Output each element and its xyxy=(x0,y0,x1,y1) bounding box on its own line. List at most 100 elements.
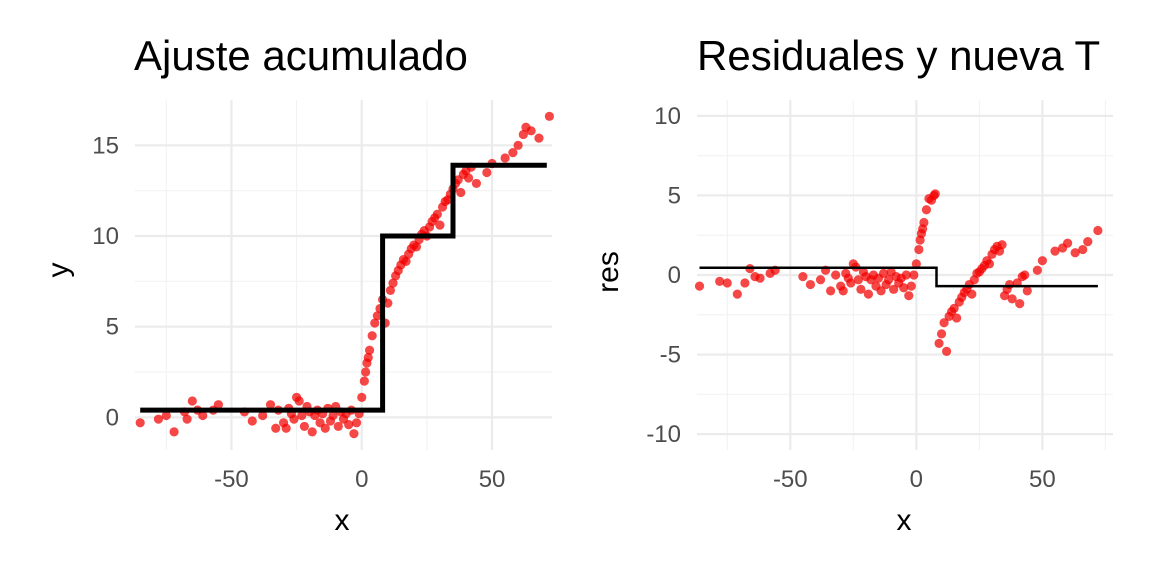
data-point xyxy=(289,414,299,424)
data-point xyxy=(361,367,371,377)
data-point xyxy=(906,281,916,291)
data-point xyxy=(153,414,164,424)
x-tick-label: 50 xyxy=(1029,466,1056,493)
data-point xyxy=(294,396,304,406)
data-point xyxy=(161,410,171,421)
data-point xyxy=(911,259,921,269)
step-line xyxy=(140,162,547,413)
data-point xyxy=(1015,299,1025,309)
data-point xyxy=(1005,279,1015,290)
data-point xyxy=(1083,236,1093,247)
data-point xyxy=(967,289,977,299)
chart-title: Residuales y nueva T xyxy=(697,32,1100,79)
x-tick-labels: -50 0 50 xyxy=(773,466,1056,493)
data-point xyxy=(952,313,962,323)
data-point xyxy=(942,346,952,356)
data-point xyxy=(464,173,474,183)
data-point xyxy=(914,244,924,255)
data-point xyxy=(370,318,380,328)
x-tick-label: -50 xyxy=(773,466,808,493)
x-tick-label: 0 xyxy=(910,466,923,493)
data-point xyxy=(411,242,422,252)
data-point xyxy=(363,352,373,363)
data-point xyxy=(1020,270,1030,280)
data-point xyxy=(367,331,377,341)
x-tick-label: 50 xyxy=(479,466,506,493)
y-tick-label: 5 xyxy=(668,182,681,209)
data-point xyxy=(500,153,510,163)
data-point xyxy=(934,338,944,349)
data-point xyxy=(299,421,310,432)
data-point xyxy=(921,205,932,215)
data-point xyxy=(901,270,911,280)
data-point xyxy=(198,410,208,421)
y-tick-labels: 0 5 10 15 xyxy=(92,132,119,431)
data-point xyxy=(1032,265,1042,275)
data-point xyxy=(909,270,919,280)
x-tick-labels: -50 0 50 xyxy=(214,466,505,493)
y-tick-labels: -10 -5 0 5 10 xyxy=(646,103,681,448)
data-point xyxy=(1007,294,1017,304)
data-point xyxy=(359,376,369,386)
grid xyxy=(697,100,1113,450)
grid xyxy=(135,100,552,450)
data-point xyxy=(401,256,411,266)
data-point xyxy=(1063,238,1073,248)
data-point xyxy=(482,167,492,178)
data-point xyxy=(258,410,268,421)
data-point xyxy=(878,268,889,279)
data-point xyxy=(518,129,528,140)
data-point xyxy=(805,279,816,290)
y-tick-label: -5 xyxy=(660,342,681,369)
data-point xyxy=(349,429,359,439)
data-point xyxy=(385,285,396,296)
data-point xyxy=(435,220,445,230)
y-tick-label: 10 xyxy=(92,223,119,250)
data-point xyxy=(715,276,725,286)
data-point xyxy=(826,286,836,296)
data-point xyxy=(456,187,466,198)
data-point xyxy=(364,345,375,355)
data-point xyxy=(1078,244,1088,255)
data-point xyxy=(694,281,705,291)
y-axis-label: y xyxy=(42,263,75,278)
data-point xyxy=(939,318,949,328)
data-point xyxy=(815,275,826,285)
data-point xyxy=(838,286,848,296)
data-point xyxy=(388,278,398,288)
y-tick-label: 0 xyxy=(668,262,681,289)
data-point xyxy=(187,396,197,406)
data-point xyxy=(271,423,281,433)
data-point xyxy=(383,298,393,308)
data-point xyxy=(534,133,544,143)
data-point xyxy=(846,278,856,288)
data-point xyxy=(328,410,338,421)
data-point xyxy=(307,427,317,437)
data-point xyxy=(1022,286,1032,296)
data-point xyxy=(831,270,841,280)
x-axis-label: x xyxy=(335,504,350,537)
data-point xyxy=(856,284,866,294)
data-point xyxy=(247,416,257,426)
y-tick-label: 10 xyxy=(654,103,681,130)
data-point xyxy=(135,418,145,428)
y-tick-label: 0 xyxy=(106,404,119,431)
data-point xyxy=(1070,248,1080,258)
threshold-step-line xyxy=(699,266,1098,288)
x-tick-label: -50 xyxy=(214,466,249,493)
chart-title: Ajuste acumulado xyxy=(134,32,468,79)
data-point xyxy=(320,423,330,433)
data-points xyxy=(694,189,1103,356)
data-point xyxy=(798,271,808,282)
panel-ajuste-acumulado: Ajuste acumulado 0 5 10 15 -50 0 50 x y xyxy=(42,32,554,537)
data-point xyxy=(919,217,929,228)
data-point xyxy=(281,423,291,433)
data-point xyxy=(889,284,899,294)
x-axis-label: x xyxy=(897,504,912,537)
fit-step-line xyxy=(140,162,547,413)
data-point xyxy=(863,289,874,299)
data-point xyxy=(1050,246,1060,256)
data-point xyxy=(372,311,382,321)
